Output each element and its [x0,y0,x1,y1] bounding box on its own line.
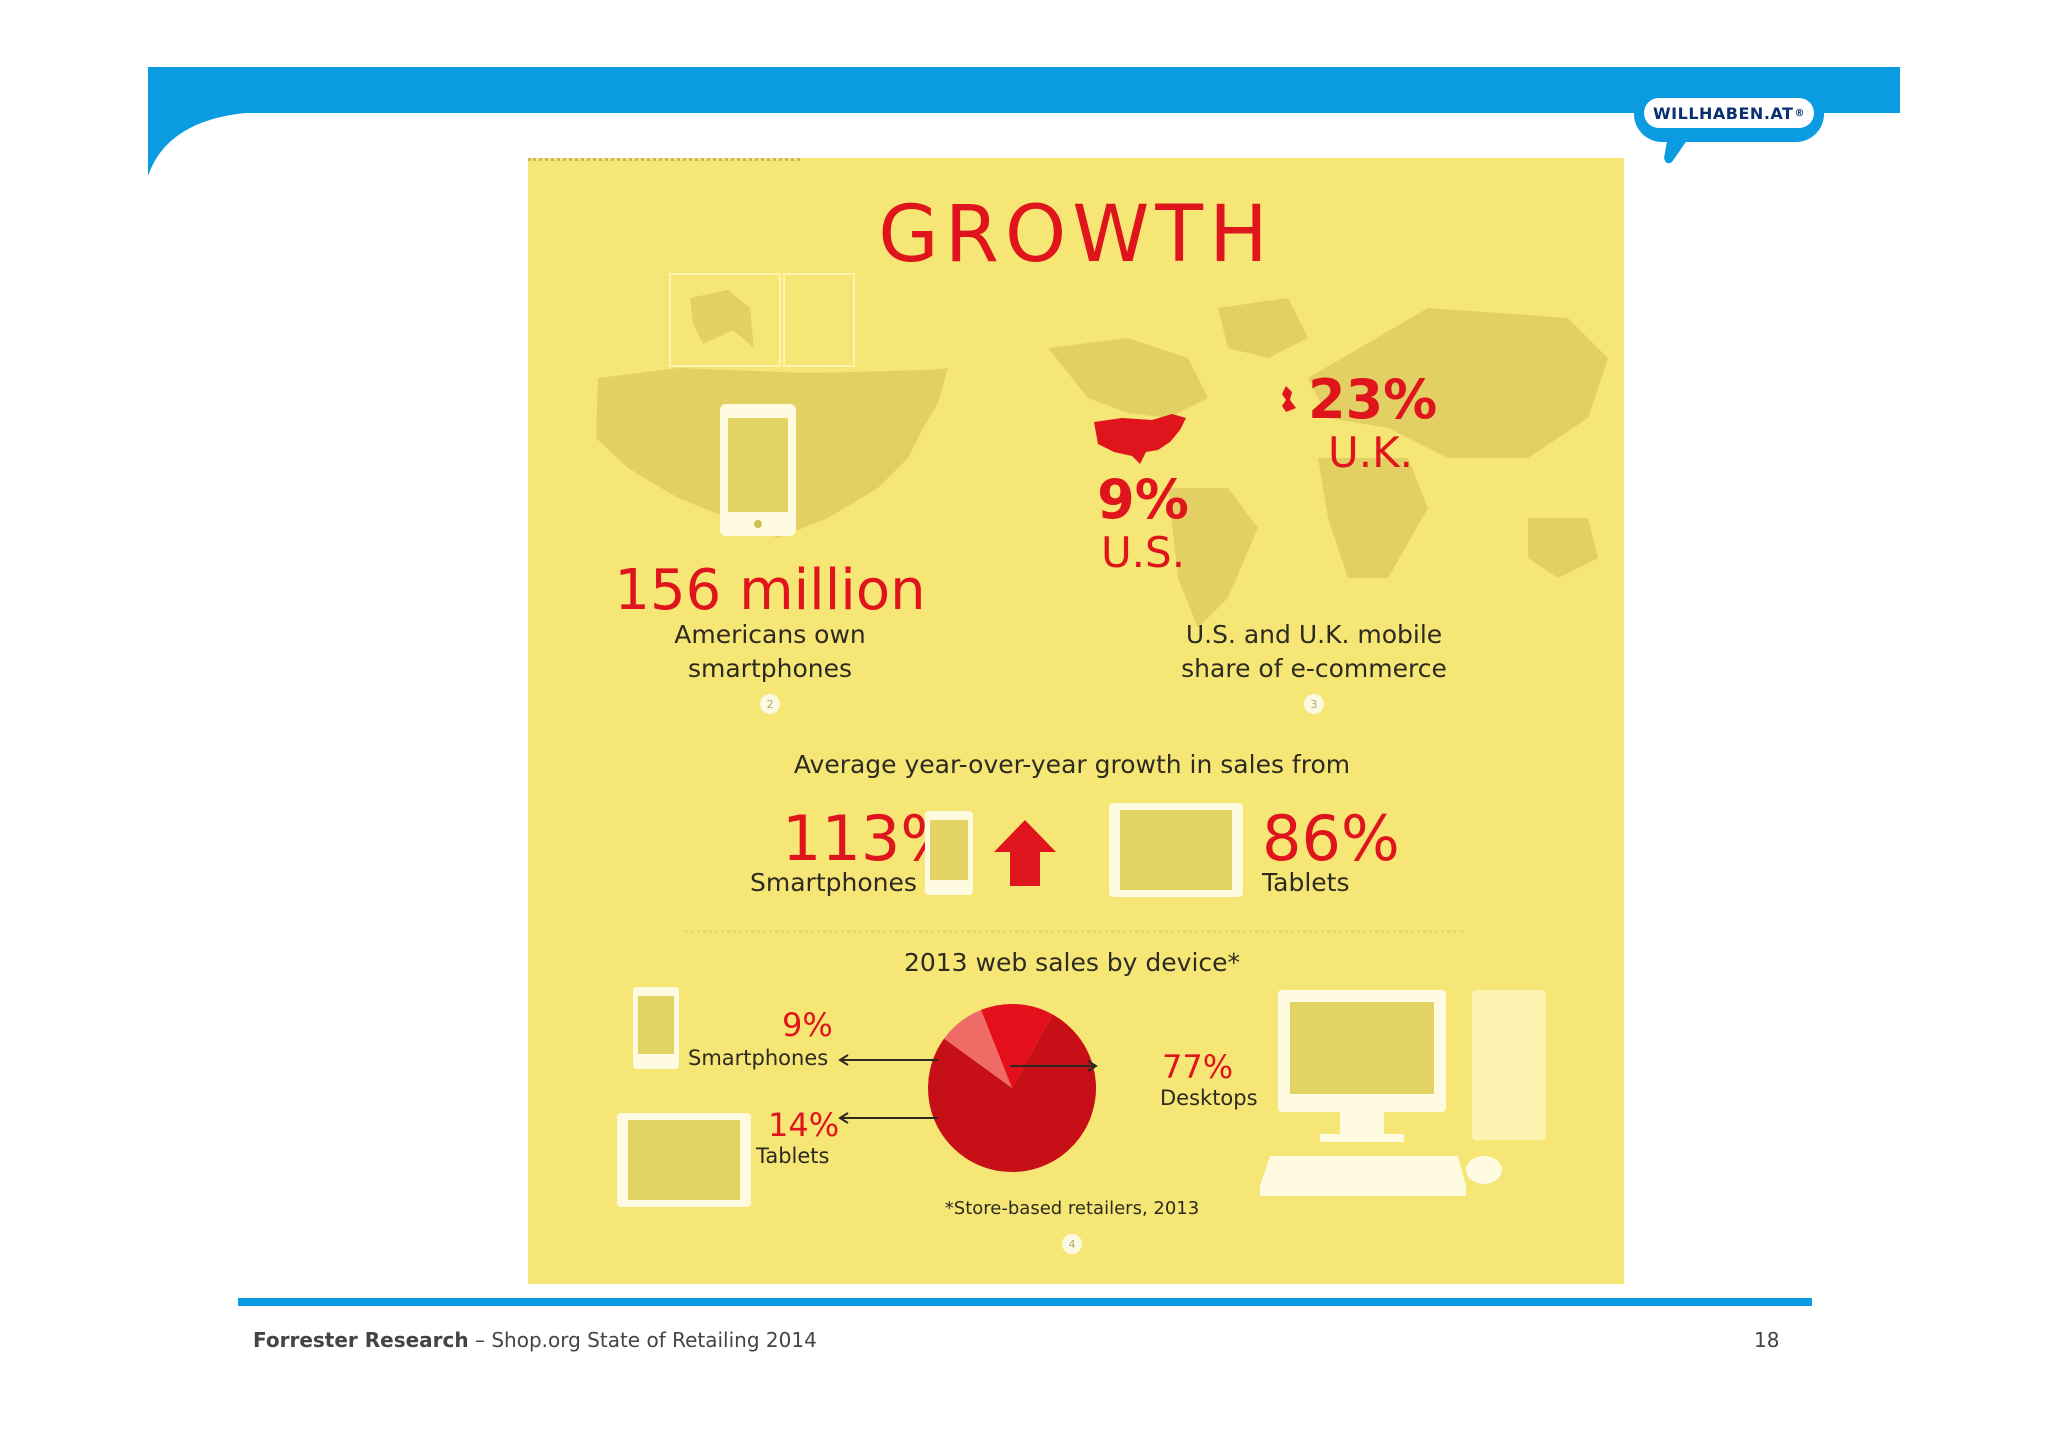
arrow-up-icon [994,820,1056,886]
web-sales-note: *Store-based retailers, 2013 [944,1198,1200,1219]
header-curve [148,112,258,176]
tablet-icon [1109,803,1243,897]
footnote-marker: 2 [760,694,780,714]
us-label: U.S. [1100,528,1186,577]
footer-source: Forrester Research – Shop.org State of R… [253,1328,817,1352]
willhaben-logo: WILLHABEN.AT ® [1634,86,1824,142]
footer-bar [238,1298,1812,1306]
web-sales-desktops-label: Desktops [1160,1086,1258,1110]
logo-text: WILLHABEN.AT [1653,103,1794,123]
yoy-tablets-value: 86% [1262,802,1400,875]
smartphone-owners-line2: smartphones [687,654,853,683]
yoy-smartphones-label: Smartphones [750,868,917,897]
yoy-tablets-label: Tablets [1262,868,1350,897]
uk-map-icon [1282,386,1296,412]
header-bar [148,67,1900,113]
web-sales-pie-chart [928,1004,1096,1172]
mobile-share-line1: U.S. and U.K. mobile [1185,620,1443,649]
poster-title: GROWTH [878,190,1274,280]
web-sales-smartphones-value: 9% [782,1006,833,1044]
footer-source-name: Forrester Research [253,1328,469,1352]
pie-slice-tablets [981,1004,1053,1088]
web-sales-smartphones-label: Smartphones [688,1046,829,1070]
us-share-value: 9% [1097,468,1189,531]
page-number: 18 [1754,1328,1780,1352]
web-sales-tablets-label: Tablets [756,1144,830,1168]
web-sales-tablet-icon [617,1113,751,1207]
footer-subtitle: Shop.org State of Retailing 2014 [491,1328,817,1352]
web-sales-smartphone-icon [633,987,679,1069]
smartphone-icon [720,404,796,536]
logo-speech-tail-icon [1664,136,1690,164]
smartphone-owners-line1: Americans own [674,620,866,649]
footer-separator: – [468,1328,492,1352]
section-divider [684,930,1464,933]
footnote-marker: 3 [1304,694,1324,714]
yoy-heading: Average year-over-year growth in sales f… [793,750,1351,779]
small-smartphone-icon [925,811,973,895]
poster-dotted-edge [528,158,800,161]
pie-slice-smartphones [944,1009,1012,1088]
pie-slice-desktops [928,1014,1096,1172]
smartphone-owners-value: 156 million [614,558,926,623]
footnote-marker: 4 [1062,1234,1082,1254]
web-sales-desktops-value: 77% [1162,1048,1234,1086]
logo-reg-mark: ® [1794,107,1805,119]
pie-arrows-icon [838,1054,1098,1124]
web-sales-tablets-value: 14% [768,1106,840,1144]
uk-label: U.K. [1328,428,1413,477]
desktop-computer-icon [1260,990,1546,1196]
us-map-icon [1094,414,1186,464]
mobile-share-line2: share of e-commerce [1181,654,1447,683]
growth-infographic: GROWTH 156 million Americans own smartph… [528,158,1624,1284]
uk-share-value: 23% [1308,368,1438,431]
web-sales-heading: 2013 web sales by device* [903,948,1241,977]
